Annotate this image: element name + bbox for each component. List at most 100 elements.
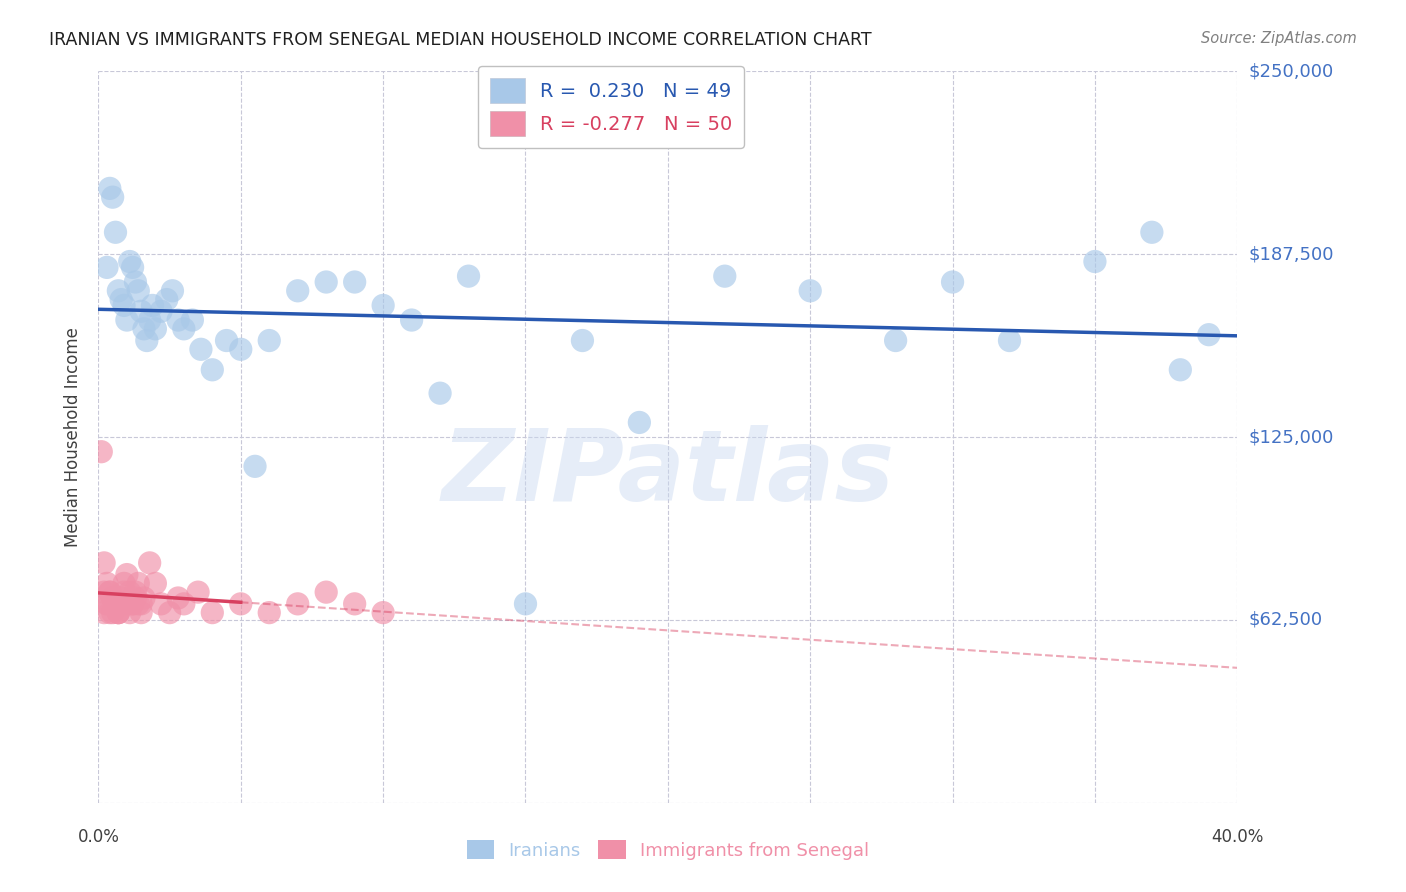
Point (429, 386, 451, 401)
Point (112, 298, 135, 312)
Point (104, 225, 127, 239)
Point (101, 190, 124, 204)
Point (1198, 327, 1220, 342)
Point (215, 334, 238, 348)
Point (101, 591, 124, 605)
Point (287, 284, 309, 298)
Point (93, 606, 115, 620)
Point (201, 363, 224, 377)
Point (1170, 363, 1192, 377)
Point (101, 591, 124, 605)
Point (107, 606, 129, 620)
Point (118, 606, 141, 620)
Point (162, 284, 184, 298)
Point (124, 591, 146, 605)
Point (104, 597, 127, 611)
Text: $125,000: $125,000 (1249, 428, 1334, 446)
Point (173, 322, 195, 336)
Point (121, 597, 143, 611)
Point (118, 254, 141, 268)
Point (138, 556, 160, 570)
Point (107, 606, 129, 620)
Point (96, 597, 118, 611)
Point (135, 334, 157, 348)
Point (110, 597, 132, 611)
Point (121, 260, 143, 275)
Y-axis label: Median Household Income: Median Household Income (65, 327, 83, 547)
Point (93, 585, 115, 599)
Point (259, 606, 281, 620)
Point (104, 597, 127, 611)
Point (127, 284, 149, 298)
Point (98, 585, 121, 599)
Text: 0.0%: 0.0% (77, 828, 120, 846)
Point (132, 591, 155, 605)
Point (96, 597, 118, 611)
Point (201, 606, 224, 620)
Point (115, 567, 138, 582)
Point (124, 585, 146, 599)
Point (156, 293, 179, 307)
Point (173, 597, 195, 611)
Point (167, 591, 190, 605)
Point (127, 576, 149, 591)
Point (167, 313, 190, 327)
Point (145, 322, 167, 336)
Point (714, 269, 737, 284)
Text: IRANIAN VS IMMIGRANTS FROM SENEGAL MEDIAN HOUSEHOLD INCOME CORRELATION CHART: IRANIAN VS IMMIGRANTS FROM SENEGAL MEDIA… (49, 31, 872, 49)
Point (884, 334, 907, 348)
Point (138, 313, 160, 327)
Point (110, 293, 132, 307)
Point (343, 597, 366, 611)
Text: $187,500: $187,500 (1249, 245, 1334, 263)
Point (132, 322, 155, 336)
Point (401, 313, 423, 327)
Point (110, 591, 132, 605)
Point (190, 343, 212, 357)
Point (129, 597, 152, 611)
Point (115, 597, 138, 611)
Text: $250,000: $250,000 (1249, 62, 1334, 80)
Point (141, 298, 163, 312)
Point (98, 585, 121, 599)
Point (150, 304, 173, 318)
Point (101, 606, 124, 620)
Point (121, 597, 143, 611)
Point (107, 284, 129, 298)
Text: ZIPatlas: ZIPatlas (441, 425, 894, 522)
Point (93, 556, 115, 570)
Point (259, 334, 281, 348)
Point (112, 585, 135, 599)
Point (129, 304, 152, 318)
Point (98, 606, 121, 620)
Point (104, 597, 127, 611)
Point (1084, 254, 1107, 268)
Point (998, 334, 1021, 348)
Point (124, 275, 146, 289)
Point (315, 585, 337, 599)
Point (96, 576, 118, 591)
Point (628, 416, 651, 430)
Point (127, 597, 149, 611)
Point (159, 606, 181, 620)
Point (373, 298, 395, 312)
Point (107, 606, 129, 620)
Point (115, 313, 138, 327)
Point (150, 597, 173, 611)
Point (315, 275, 337, 289)
Point (343, 275, 366, 289)
Point (457, 269, 479, 284)
Point (112, 576, 135, 591)
Point (118, 585, 141, 599)
Point (129, 606, 152, 620)
Point (1140, 225, 1163, 239)
Point (145, 576, 167, 591)
Point (229, 597, 252, 611)
Point (942, 275, 965, 289)
Legend: Iranians, Immigrants from Senegal: Iranians, Immigrants from Senegal (460, 832, 876, 867)
Point (287, 597, 309, 611)
Point (571, 334, 593, 348)
Point (98, 181, 121, 195)
Point (515, 597, 537, 611)
Point (181, 313, 204, 327)
